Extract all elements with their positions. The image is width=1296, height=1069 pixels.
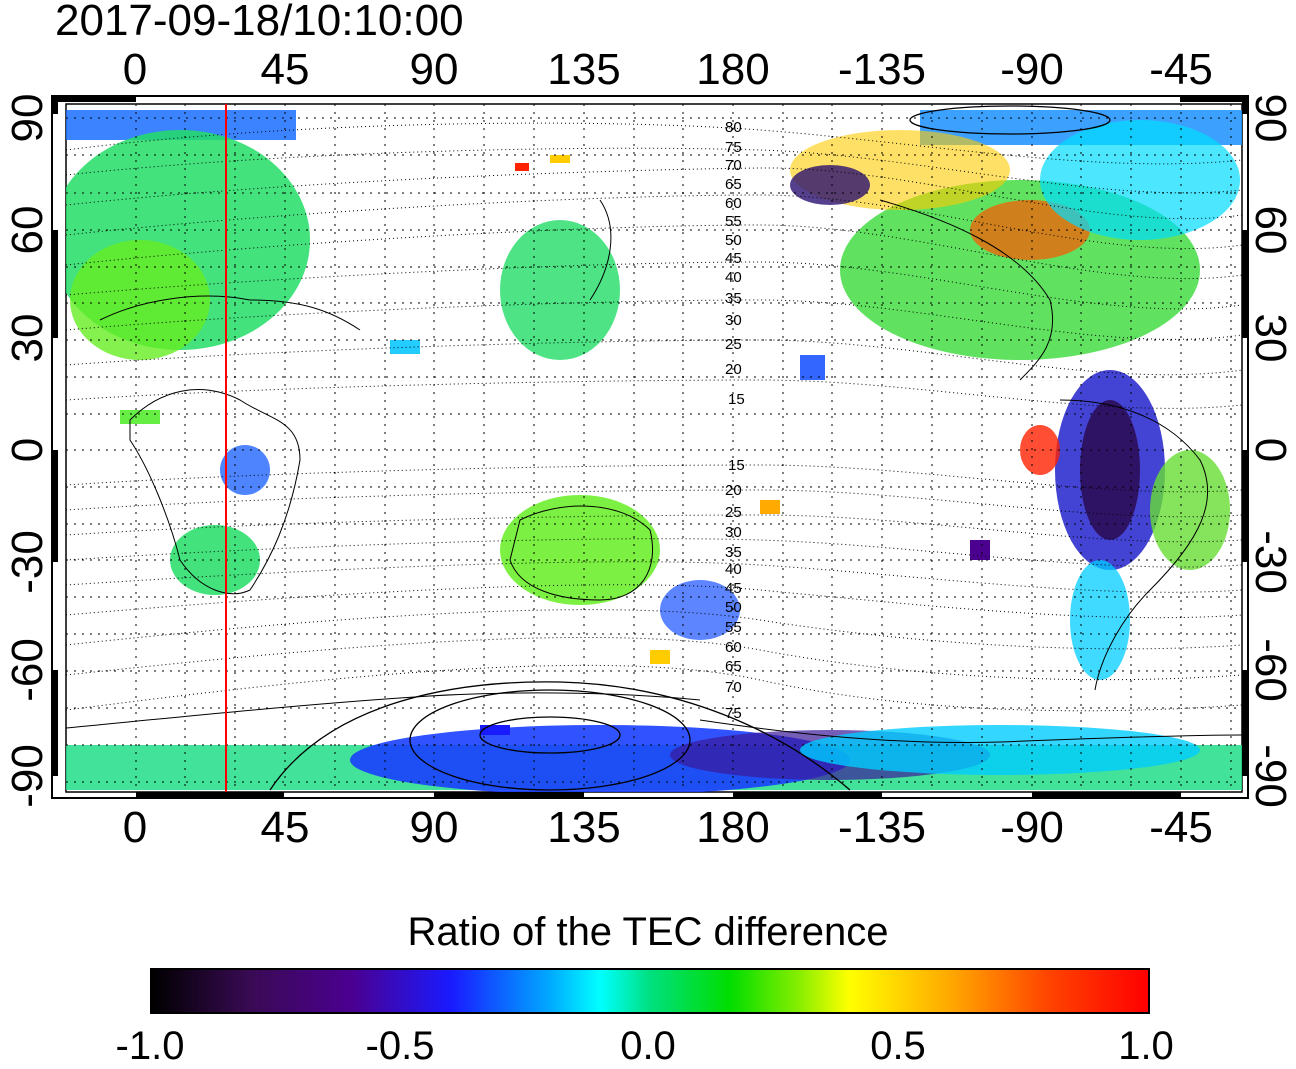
bottom-lon-tick: 180 xyxy=(696,803,770,852)
mlat-label: 40 xyxy=(725,561,742,578)
mlat-label: 45 xyxy=(725,580,742,597)
tec-patch xyxy=(170,525,260,595)
tec-patch xyxy=(550,155,570,163)
tec-patch xyxy=(1080,400,1140,540)
top-lon-tick: 180 xyxy=(696,45,770,94)
frame-bar xyxy=(52,450,58,562)
frame-bar xyxy=(434,792,584,798)
tec-patch xyxy=(800,725,1200,775)
mlat-label: 60 xyxy=(725,195,742,212)
mlat-label: 45 xyxy=(725,250,742,267)
top-lon-tick: -135 xyxy=(837,45,927,94)
mlat-label: 65 xyxy=(725,176,742,193)
mlat-label: 30 xyxy=(725,524,742,541)
tec-patch xyxy=(1020,425,1060,475)
tec-patch xyxy=(120,410,160,424)
tec-patch xyxy=(480,725,510,735)
bottom-lon-tick: -90 xyxy=(1000,803,1064,852)
bottom-lon-tick: 135 xyxy=(547,803,621,852)
frame-bar xyxy=(136,792,284,798)
tec-patch xyxy=(760,500,780,514)
top-lon-tick: 0 xyxy=(122,45,148,94)
mlat-label: 50 xyxy=(725,232,742,249)
bottom-lon-tick: -45 xyxy=(1149,803,1213,852)
mlat-label: 20 xyxy=(725,482,742,499)
tec-patch xyxy=(800,355,825,380)
frame-bar xyxy=(52,670,58,776)
bottom-lon-tick: 90 xyxy=(409,803,459,852)
colorbar-title: Ratio of the TEC difference xyxy=(407,910,889,954)
tec-patch xyxy=(220,445,270,495)
tec-patch xyxy=(1040,120,1240,240)
mlat-label: 25 xyxy=(725,504,742,521)
mlat-label: 15 xyxy=(728,457,745,474)
frame-bar xyxy=(52,96,136,102)
tec-patch xyxy=(790,165,870,205)
top-lon-tick: 90 xyxy=(409,45,459,94)
frame-bar xyxy=(733,792,882,798)
mlat-label: 35 xyxy=(725,290,742,307)
frame-bar xyxy=(1180,96,1248,102)
bottom-lon-tick: 45 xyxy=(260,803,310,852)
mlat-labels-south: 15 20 25 30 35 40 45 50 55 60 65 70 75 xyxy=(725,457,745,722)
tec-patch xyxy=(650,650,670,664)
mlat-label: 65 xyxy=(725,658,742,675)
mlat-label: 40 xyxy=(725,269,742,286)
tec-patch xyxy=(390,340,420,354)
top-lon-tick: 45 xyxy=(260,45,310,94)
mlat-label: 70 xyxy=(725,679,742,696)
frame-bar xyxy=(1242,450,1248,562)
bottom-lon-tick: 0 xyxy=(122,803,148,852)
colorbar xyxy=(150,968,1150,1014)
map-outer-frame xyxy=(51,95,1249,799)
colorbar-tick: -1.0 xyxy=(115,1024,185,1068)
frame-bar xyxy=(1242,96,1248,114)
top-lon-tick: -90 xyxy=(1000,45,1064,94)
tec-patch xyxy=(515,163,529,171)
timestamp-title: 2017-09-18/10:10:00 xyxy=(55,0,464,45)
mlat-labels-north: 80 75 70 65 60 55 50 45 40 35 30 25 20 1… xyxy=(725,119,745,408)
tec-patch xyxy=(660,580,740,640)
bottom-lon-tick: -135 xyxy=(837,803,927,852)
frame-bar xyxy=(1242,670,1248,776)
mlat-label: 75 xyxy=(725,705,742,722)
mlat-label: 30 xyxy=(725,312,742,329)
tec-patch xyxy=(1070,560,1130,680)
tec-patch xyxy=(1150,450,1230,570)
tec-patch xyxy=(70,240,210,360)
mlat-label: 60 xyxy=(725,639,742,656)
tec-map: 80 75 70 65 60 55 50 45 40 35 30 25 20 1… xyxy=(51,95,1249,799)
magnetic-latitude-contours xyxy=(66,122,1242,712)
mlat-label: 25 xyxy=(725,336,742,353)
colorbar-tick: 0.0 xyxy=(620,1024,676,1068)
frame-bar xyxy=(52,230,58,338)
mlat-label: 20 xyxy=(725,361,742,378)
colorbar-tick: -0.5 xyxy=(365,1024,435,1068)
colorbar-tick: 0.5 xyxy=(870,1024,926,1068)
mlat-label: 70 xyxy=(725,157,742,174)
mlat-label: 55 xyxy=(725,213,742,230)
coastlines xyxy=(66,199,1242,744)
mlat-label: 15 xyxy=(728,391,745,408)
top-lon-tick: 135 xyxy=(547,45,621,94)
frame-bar xyxy=(52,96,58,114)
mlat-label: 75 xyxy=(725,139,742,156)
mlat-label: 80 xyxy=(725,119,742,136)
mlat-label: 50 xyxy=(725,599,742,616)
tec-patch xyxy=(500,220,620,360)
frame-bar xyxy=(1242,230,1248,338)
top-lon-tick: -45 xyxy=(1149,45,1213,94)
mlat-label: 55 xyxy=(725,619,742,636)
mlat-label: 35 xyxy=(725,544,742,561)
tec-patch xyxy=(500,495,660,605)
south-magnetic-pole-contours xyxy=(269,105,1111,791)
tec-patch xyxy=(970,540,990,560)
colorbar-tick: 1.0 xyxy=(1118,1024,1174,1068)
frame-bar xyxy=(1032,792,1181,798)
lat-lon-grid xyxy=(66,104,1242,792)
